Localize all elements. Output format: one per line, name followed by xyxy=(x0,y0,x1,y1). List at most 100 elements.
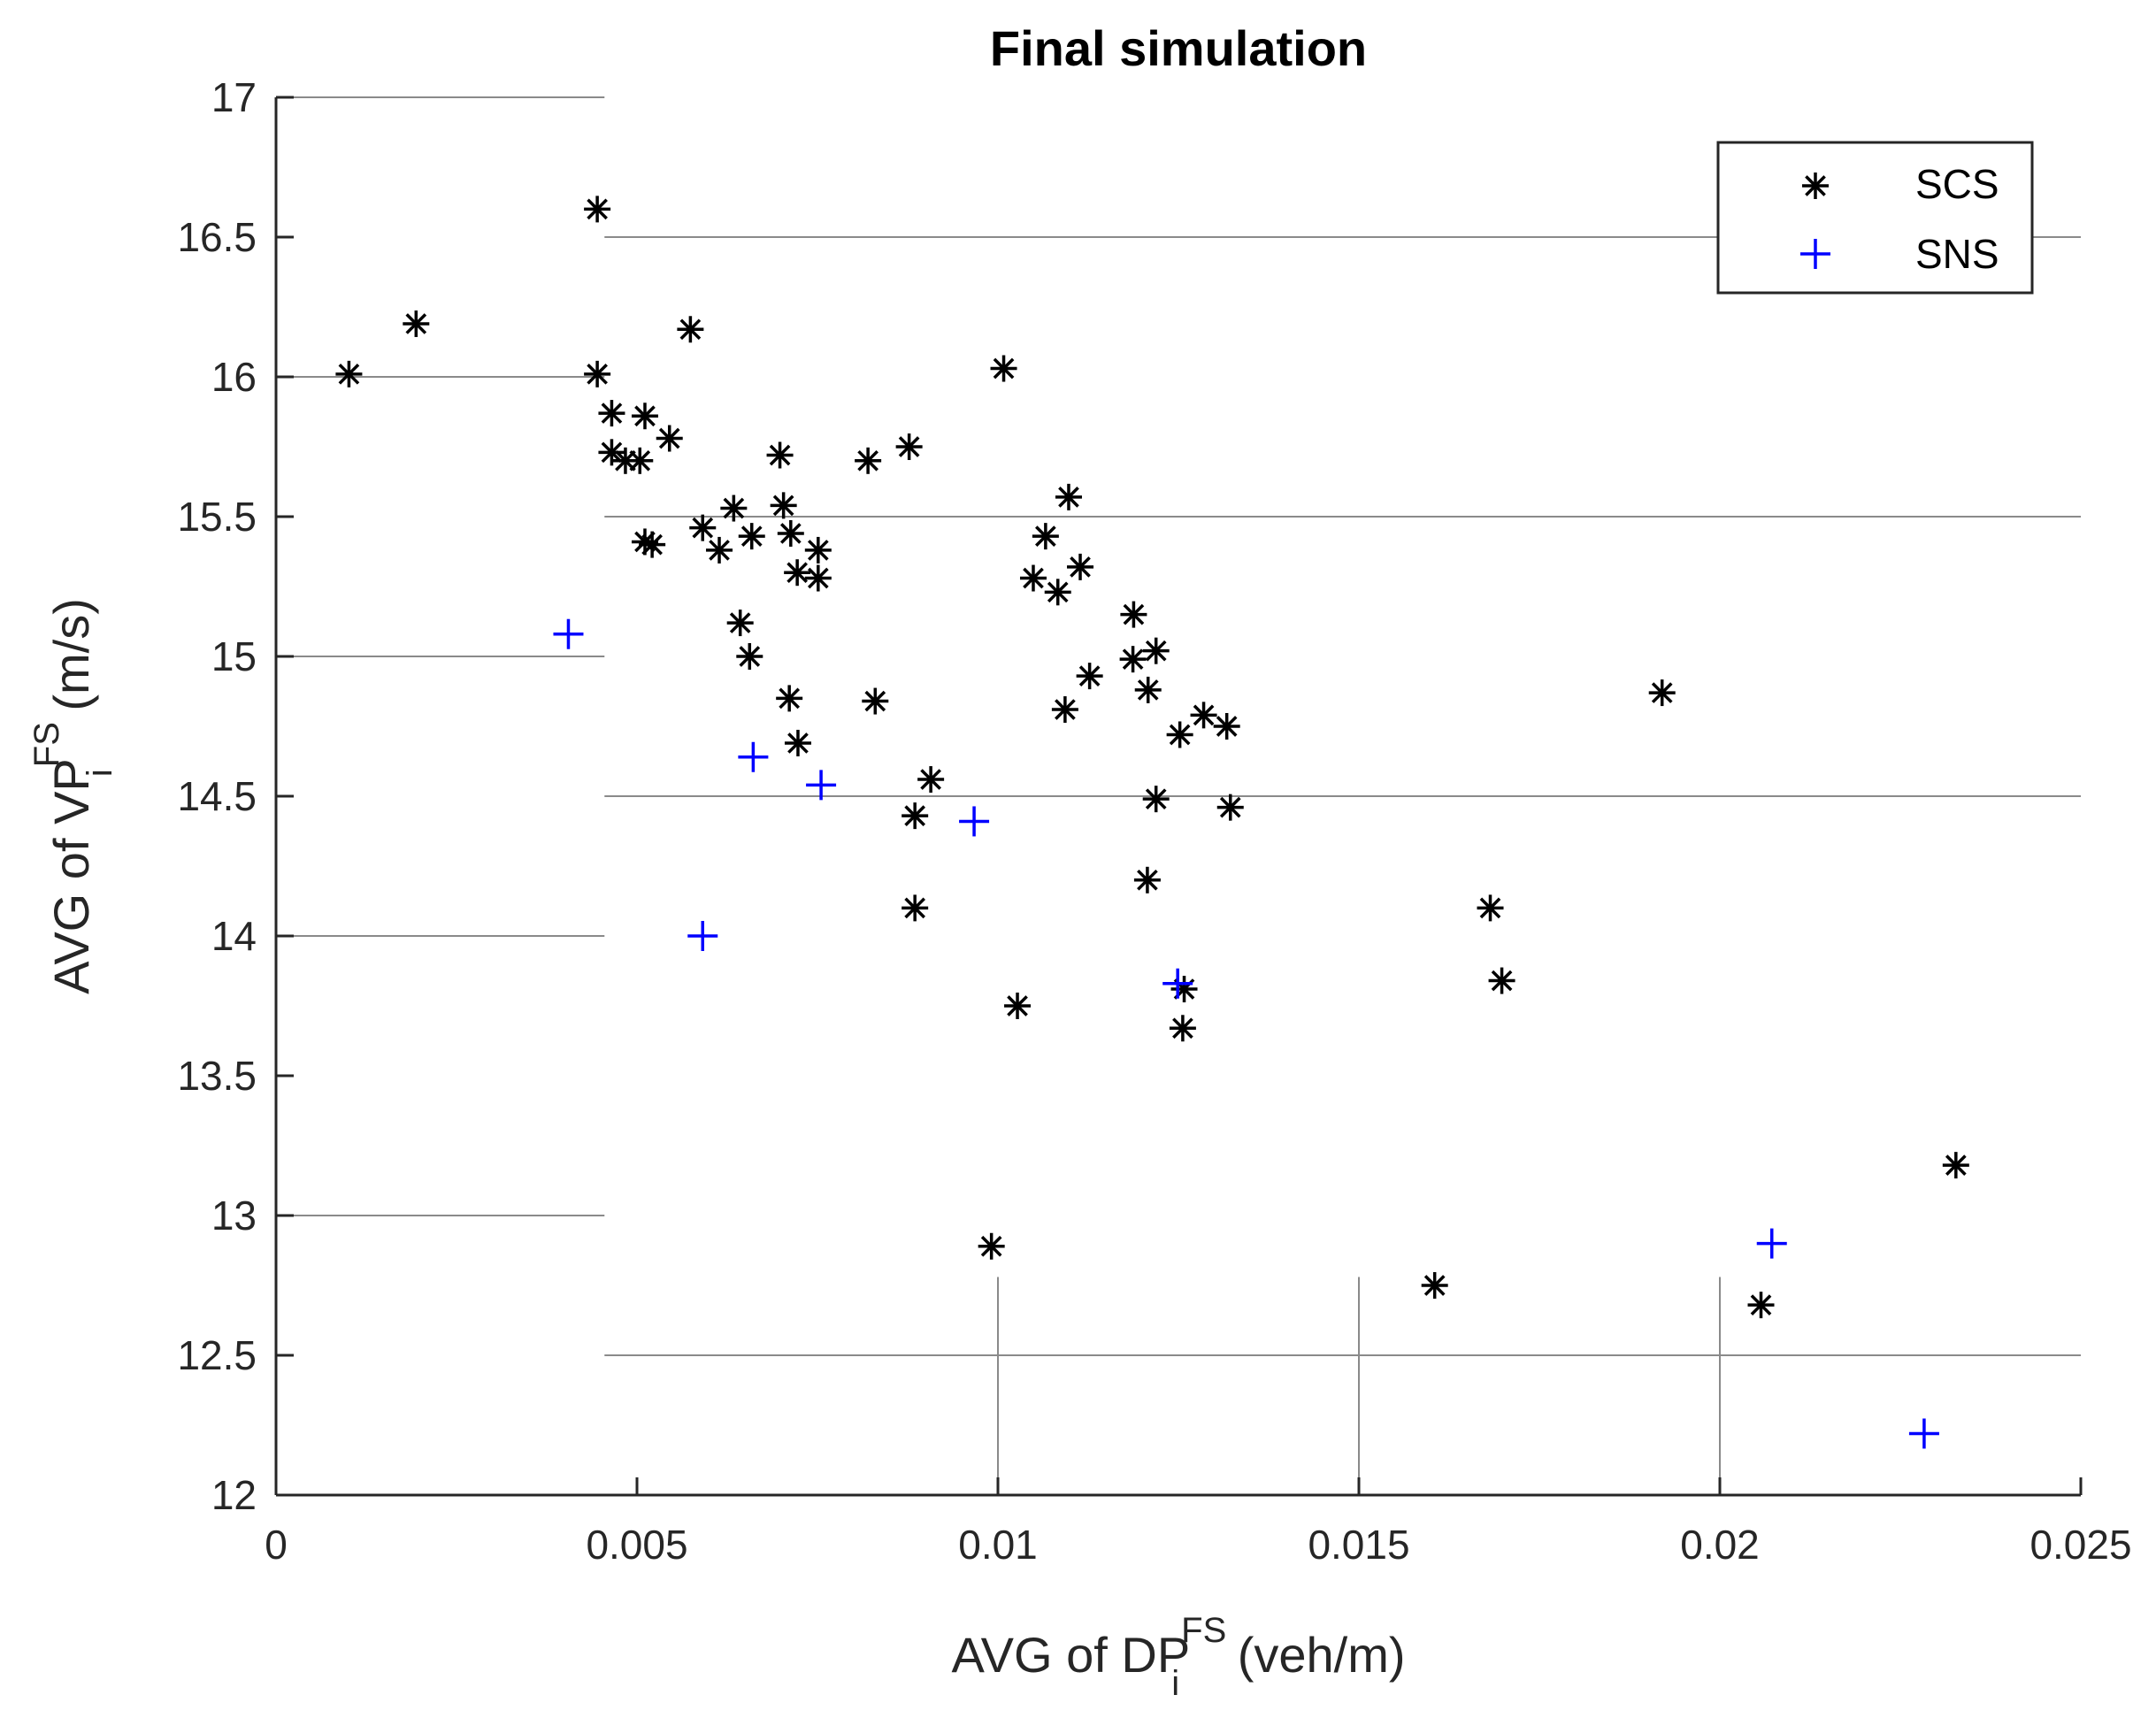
point-sns xyxy=(1908,1418,1939,1449)
y-tick-label: 12 xyxy=(211,1472,257,1518)
point-scs xyxy=(1648,679,1676,707)
x-axis-label: AVG of DPFS i (veh/m) xyxy=(951,1611,1405,1703)
x-tick-labels: 0 0.005 0.01 0.015 0.02 0.025 xyxy=(265,1522,2131,1568)
point-scs xyxy=(736,643,763,670)
point-scs xyxy=(917,766,945,794)
point-scs xyxy=(1133,866,1161,894)
point-scs xyxy=(777,519,804,547)
point-scs xyxy=(598,439,625,466)
point-scs xyxy=(1477,894,1504,922)
grid-lines xyxy=(276,96,2081,1495)
point-scs xyxy=(598,400,625,427)
point-scs xyxy=(720,495,748,522)
point-sns xyxy=(738,741,769,772)
point-scs xyxy=(1216,794,1244,821)
point-scs xyxy=(862,687,889,715)
point-scs xyxy=(626,447,654,474)
point-scs xyxy=(1055,483,1082,510)
legend-marker-sns xyxy=(1800,239,1830,269)
point-scs xyxy=(784,559,811,587)
y-tick-label: 14 xyxy=(211,913,257,959)
point-scs xyxy=(1120,601,1147,628)
y-tick-label: 16.5 xyxy=(177,214,257,260)
point-scs xyxy=(1067,553,1094,580)
point-scs xyxy=(990,355,1017,382)
point-scs xyxy=(584,196,611,223)
legend: SCS SNS xyxy=(1716,141,2034,295)
point-scs xyxy=(770,492,797,519)
point-scs xyxy=(403,310,430,337)
y-tick-label: 14.5 xyxy=(177,773,257,819)
point-scs xyxy=(1942,1152,1969,1179)
point-scs xyxy=(677,316,704,343)
point-scs xyxy=(1076,663,1103,690)
point-scs xyxy=(902,894,929,922)
legend-symbol-scs xyxy=(1802,173,1829,199)
point-scs xyxy=(1169,1015,1196,1042)
y-tick-label: 15.5 xyxy=(177,494,257,540)
point-scs xyxy=(804,564,832,592)
x-tick-label: 0.01 xyxy=(958,1522,1038,1568)
point-scs xyxy=(1142,637,1170,664)
point-scs xyxy=(1488,967,1515,994)
point-scs xyxy=(776,685,803,712)
y-tick-label: 16 xyxy=(211,354,257,400)
point-scs xyxy=(639,531,666,558)
point-scs xyxy=(784,729,811,756)
y-tick-label: 12.5 xyxy=(177,1332,257,1378)
point-scs xyxy=(631,403,658,430)
point-sns xyxy=(806,770,837,801)
point-scs xyxy=(1044,579,1071,606)
x-tick-label: 0.02 xyxy=(1680,1522,1760,1568)
point-scs xyxy=(1170,976,1198,1003)
y-tick-label: 13.5 xyxy=(177,1053,257,1099)
y-tick-labels: 12 12.5 13 13.5 14 14.5 15 15.5 16 16.5 17 xyxy=(177,74,257,1518)
point-scs xyxy=(706,536,733,564)
point-scs xyxy=(855,447,882,474)
x-tick-label: 0.005 xyxy=(586,1522,687,1568)
axes xyxy=(274,96,2083,1497)
series-sns xyxy=(553,618,1939,1449)
point-scs xyxy=(726,610,754,637)
point-scs xyxy=(1421,1272,1448,1299)
point-scs xyxy=(584,360,611,387)
point-scs xyxy=(902,802,929,830)
point-scs xyxy=(656,425,683,452)
y-tick-label: 13 xyxy=(211,1193,257,1239)
x-tick-label: 0 xyxy=(265,1522,288,1568)
point-scs xyxy=(689,514,717,541)
x-tick-label: 0.015 xyxy=(1308,1522,1409,1568)
point-sns xyxy=(959,806,990,837)
point-scs xyxy=(1190,702,1217,729)
y-axis-label: AVG of VPFSi (m/s) xyxy=(27,598,119,994)
legend-label-scs: SCS xyxy=(1915,161,1999,207)
point-scs xyxy=(1747,1292,1775,1319)
point-scs xyxy=(1134,676,1162,703)
point-sns xyxy=(553,618,584,649)
chart-title: Final simulation xyxy=(990,20,1367,76)
point-scs xyxy=(1119,646,1147,673)
legend-label-sns: SNS xyxy=(1915,231,1999,277)
series-scs xyxy=(335,196,1969,1319)
legend-marker-scs xyxy=(1802,173,1829,199)
point-sns xyxy=(687,921,718,951)
point-scs xyxy=(1032,523,1059,550)
point-scs xyxy=(1213,713,1240,740)
y-tick-label: 17 xyxy=(211,74,257,120)
point-scs xyxy=(1142,786,1170,813)
legend-box xyxy=(1716,141,2034,295)
point-scs xyxy=(1004,993,1032,1019)
point-scs xyxy=(1166,721,1193,748)
point-scs xyxy=(1051,696,1078,724)
x-tick-label: 0.025 xyxy=(2029,1522,2131,1568)
point-scs xyxy=(766,441,794,469)
legend-symbol-sns xyxy=(1800,239,1830,269)
point-sns xyxy=(1162,968,1193,999)
point-scs xyxy=(335,360,363,387)
y-tick-label: 15 xyxy=(211,633,257,679)
point-scs xyxy=(895,433,923,460)
point-scs xyxy=(738,523,765,550)
data-points xyxy=(335,196,1969,1449)
point-sns xyxy=(1756,1228,1787,1259)
